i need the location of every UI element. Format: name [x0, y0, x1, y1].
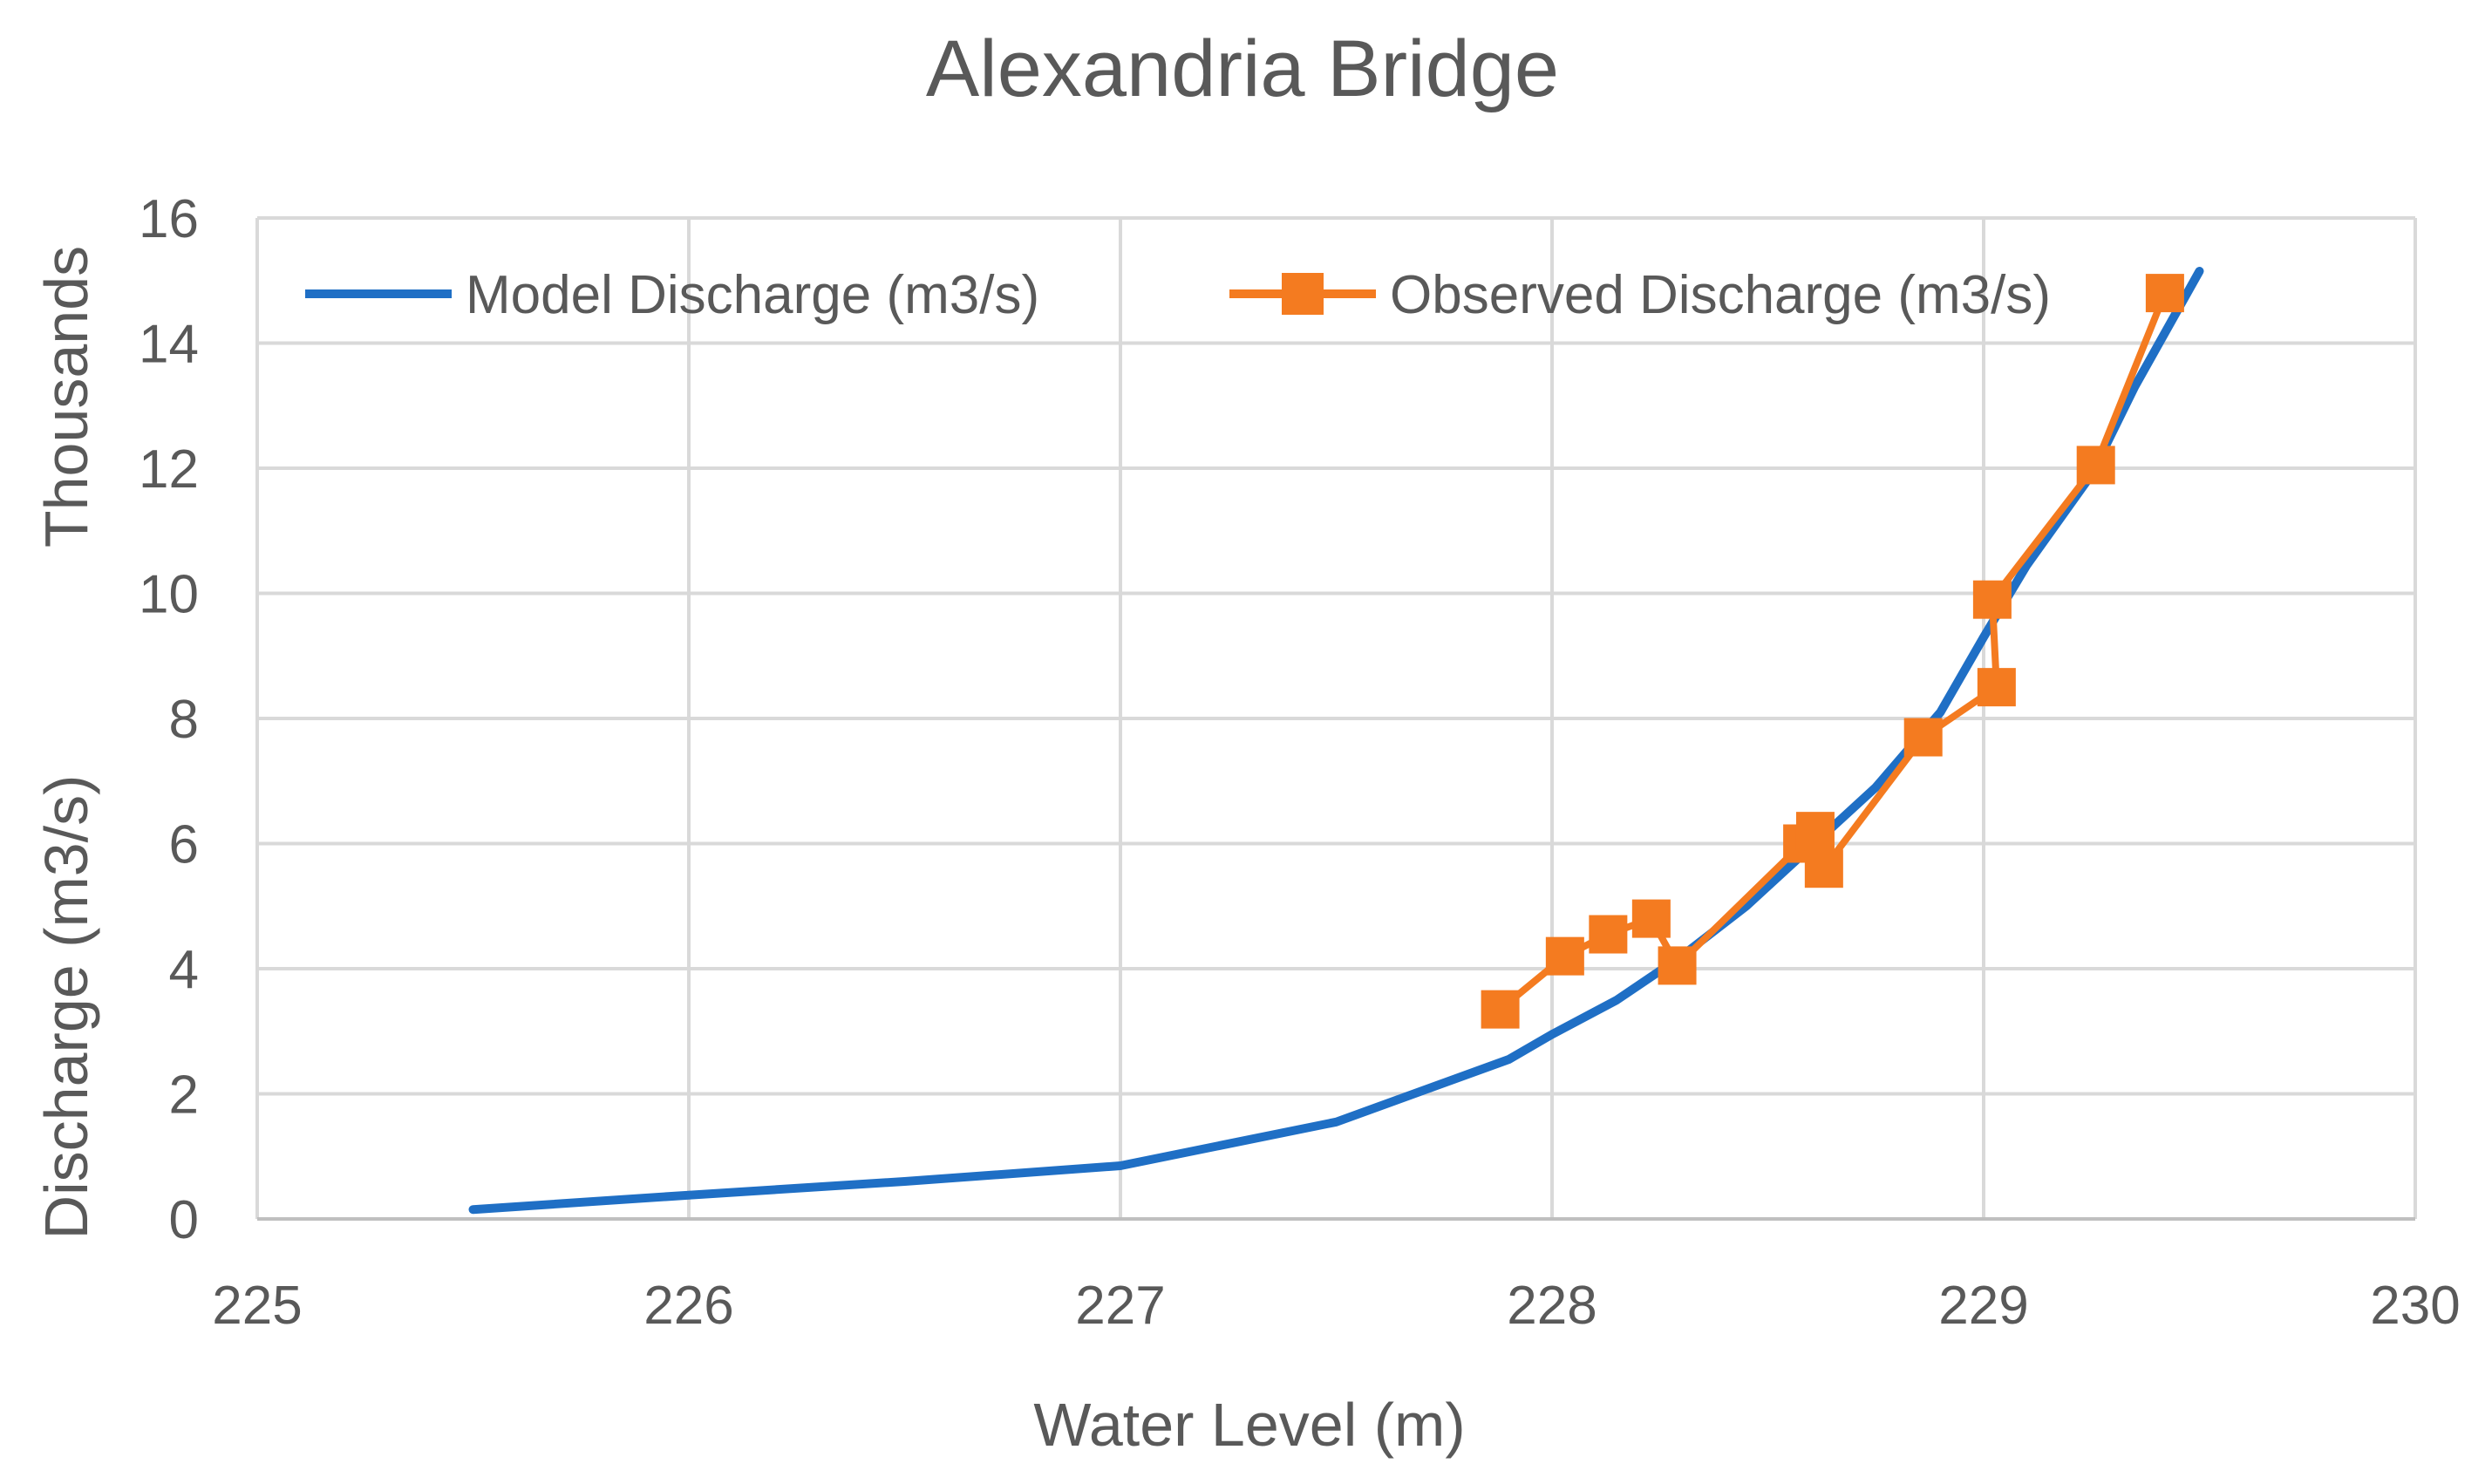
y-tick-label: 12 [139, 439, 199, 500]
legend: Model Discharge (m3/s) Observed Discharg… [305, 265, 2051, 325]
x-tick-label: 230 [2370, 1276, 2460, 1336]
series-observed [1481, 274, 2184, 1029]
x-tick-label: 229 [1938, 1276, 2028, 1336]
data-point-observed [2145, 274, 2184, 313]
y-axis-title: Discharge (m3/s) [32, 775, 100, 1240]
data-point-observed [1545, 936, 1584, 976]
data-point-observed [2076, 446, 2115, 485]
data-point-observed [1972, 580, 2012, 619]
data-point-observed [1631, 899, 1671, 938]
series-line-observed [1496, 289, 2168, 1013]
legend-marker-observed [1282, 273, 1324, 315]
gridlines [255, 216, 2417, 1221]
x-tick-label: 228 [1507, 1276, 1597, 1336]
data-point-observed [1481, 990, 1520, 1029]
legend-label-observed: Observed Discharge (m3/s) [1390, 265, 2051, 325]
data-point-observed [1977, 668, 2016, 707]
x-tick-label: 227 [1075, 1276, 1165, 1336]
y-tick-label: 10 [139, 565, 199, 625]
y-tick-label: 16 [139, 189, 199, 249]
data-point-observed [1795, 812, 1835, 851]
y-axis-ticks: 0 2 4 6 8 10 12 14 16 [139, 189, 199, 1250]
data-point-observed [1589, 915, 1628, 954]
x-axis-title: Water Level (m) [1033, 1391, 1465, 1459]
y-tick-label: 2 [169, 1065, 199, 1126]
y-tick-label: 4 [169, 940, 199, 1000]
y-axis-units-label: Thousands [32, 246, 100, 548]
series-layer [468, 267, 2204, 1215]
y-tick-label: 0 [169, 1190, 199, 1250]
x-axis-ticks: 225 226 227 228 229 230 [212, 1276, 2460, 1336]
chart-title: Alexandria Bridge [926, 24, 1559, 113]
y-tick-label: 8 [169, 690, 199, 750]
y-tick-label: 6 [169, 815, 199, 875]
legend-label-model: Model Discharge (m3/s) [466, 265, 1039, 325]
data-point-observed [1804, 849, 1843, 888]
y-tick-label: 14 [139, 315, 199, 375]
data-point-observed [1903, 718, 1943, 757]
data-point-observed [1658, 946, 1697, 985]
x-tick-label: 226 [643, 1276, 733, 1336]
x-tick-label: 225 [212, 1276, 302, 1336]
